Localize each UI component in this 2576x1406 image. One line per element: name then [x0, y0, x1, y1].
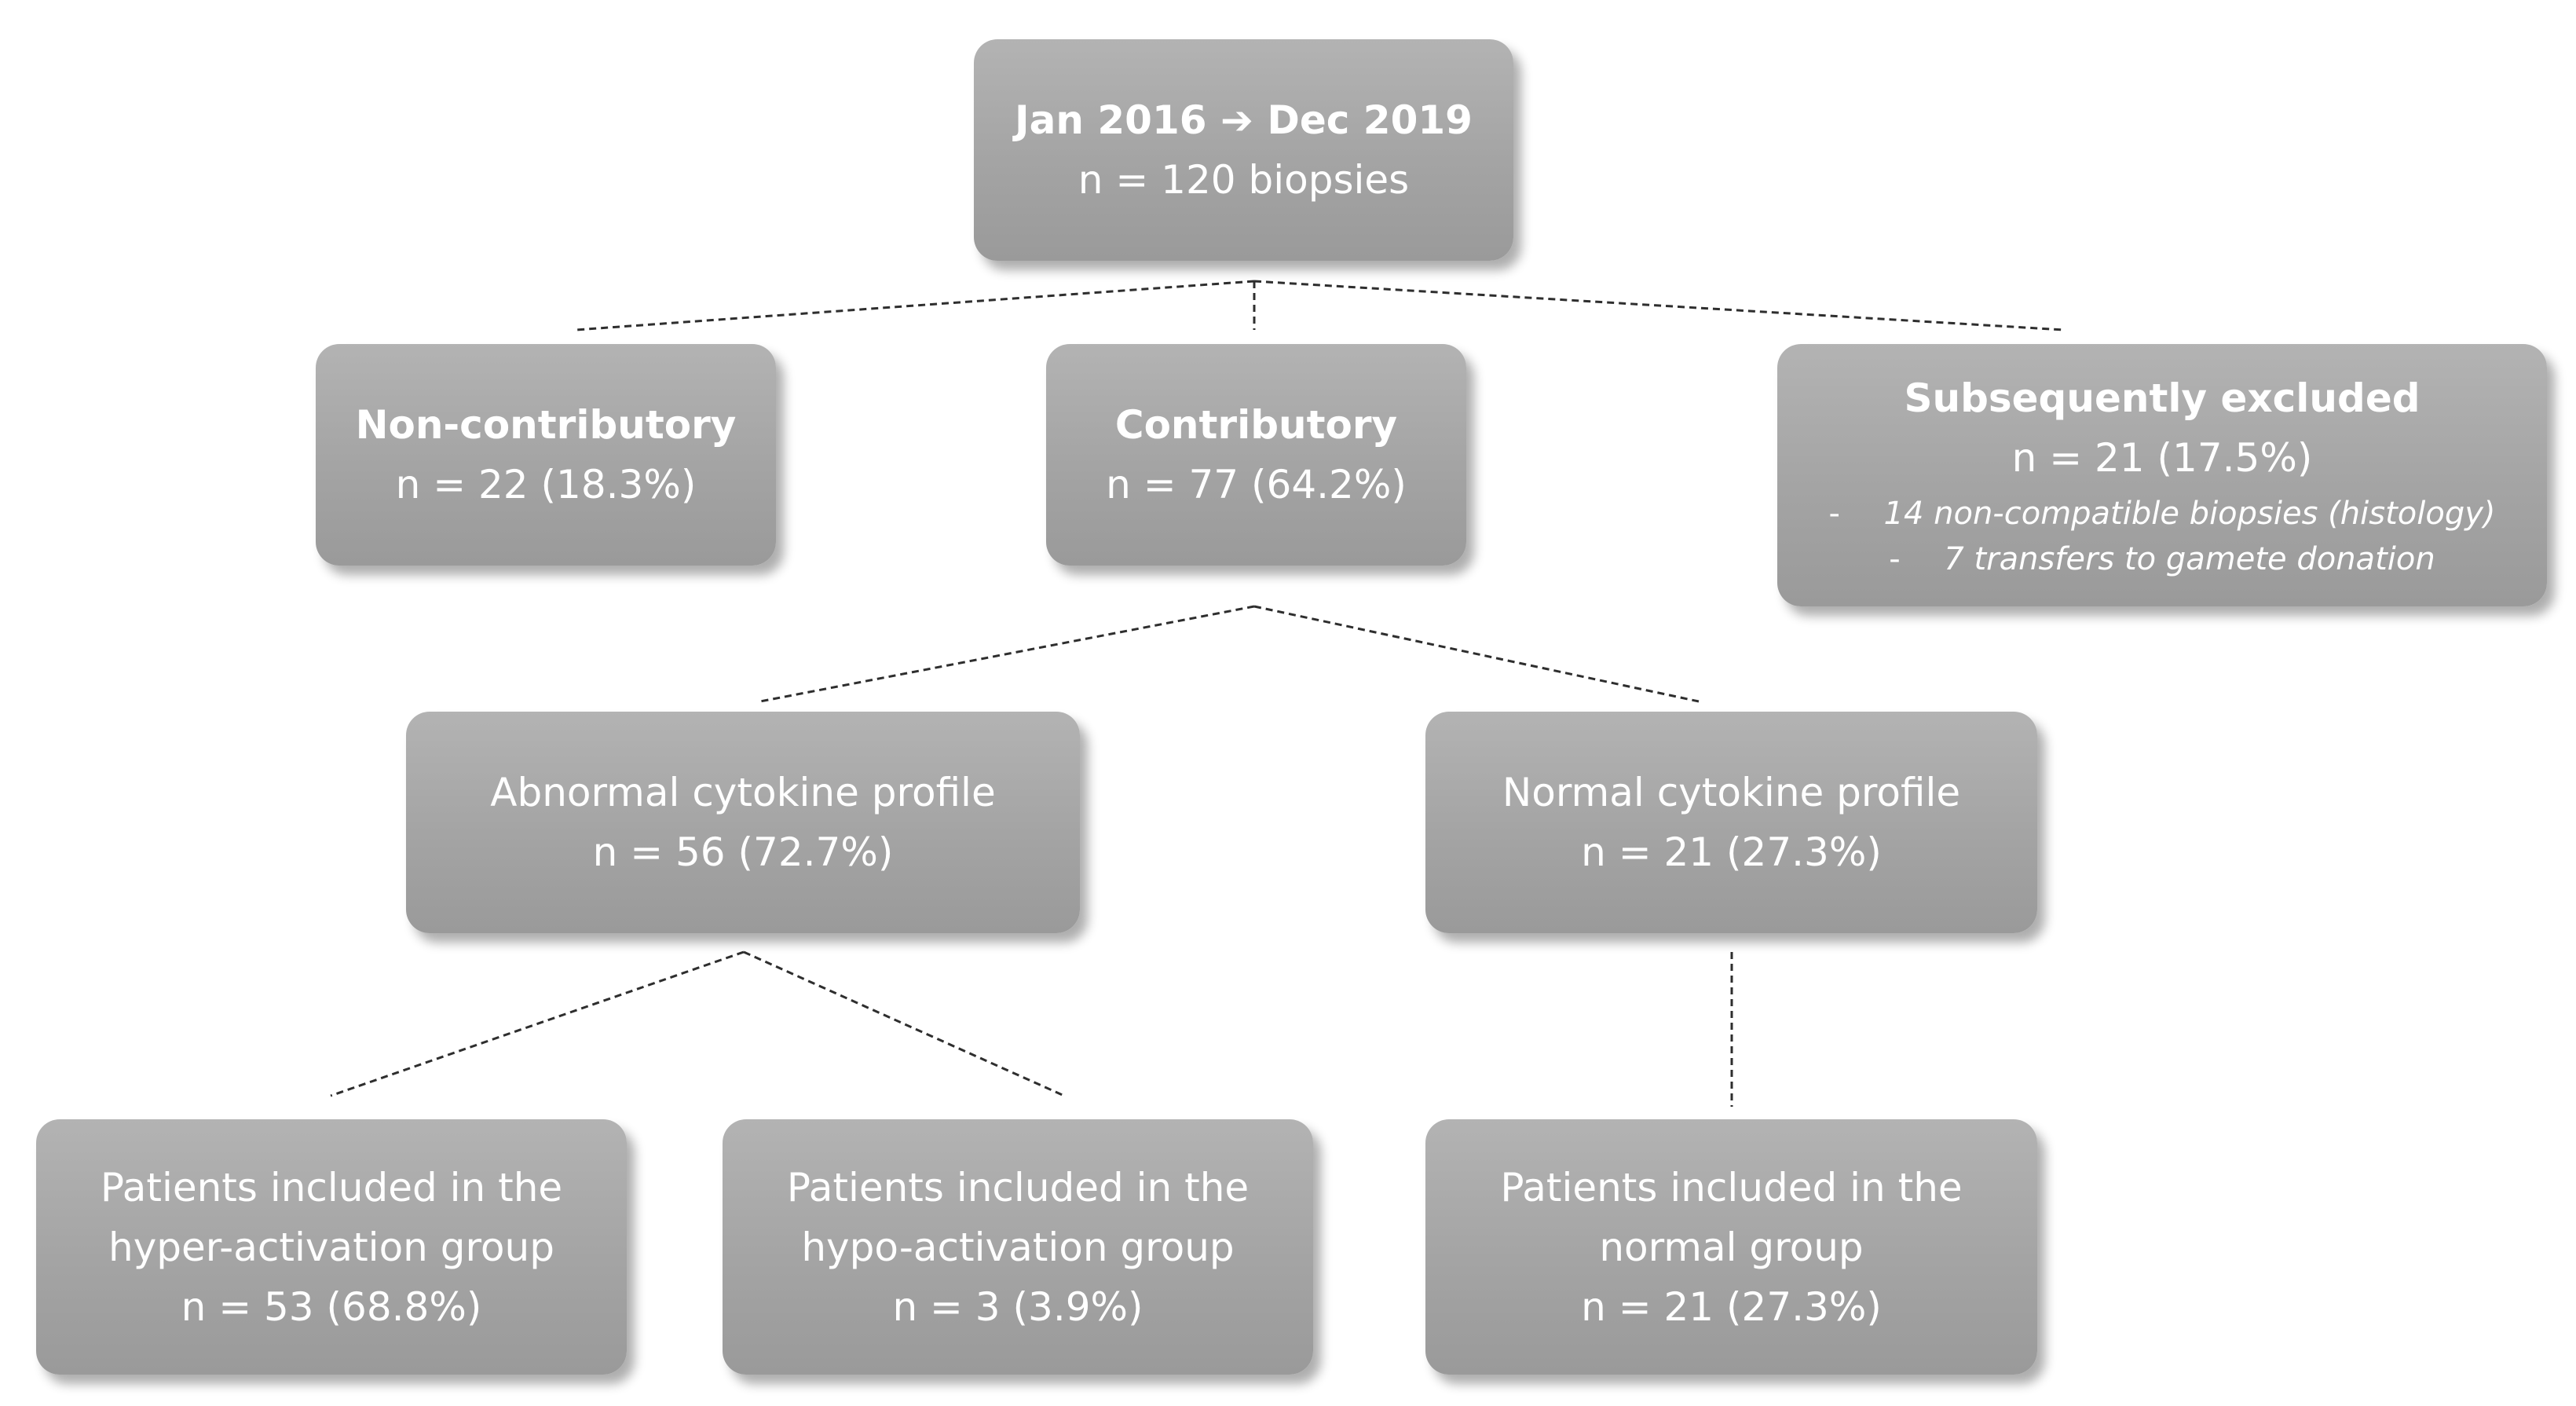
connector-contributory-to-normal — [1253, 605, 1700, 703]
abnormal-profile-count: n = 56 (72.7%) — [592, 829, 894, 875]
hypo-group-line2: hypo-activation group — [801, 1224, 1235, 1270]
excluded-title: Subsequently excluded — [1904, 375, 2420, 421]
node-root: Jan 2016 ➔ Dec 2019 n = 120 biopsies — [974, 39, 1513, 261]
node-normal-cytokine-profile: Normal cytokine profile n = 21 (27.3%) — [1425, 712, 2037, 933]
normal-profile-count: n = 21 (27.3%) — [1581, 829, 1882, 875]
root-title-start: Jan 2016 — [1015, 97, 1207, 143]
node-contributory: Contributory n = 77 (64.2%) — [1046, 344, 1466, 566]
bullet-dash: - — [1828, 496, 1840, 532]
node-hyper-activation-group: Patients included in the hyper-activatio… — [36, 1119, 627, 1375]
hypo-group-line1: Patients included in the — [786, 1164, 1250, 1210]
hypo-group-count: n = 3 (3.9%) — [892, 1283, 1143, 1330]
excluded-reason-item: - 14 non-compatible biopsies (histology) — [1777, 491, 2547, 536]
bullet-dash: - — [1889, 541, 1901, 577]
connector-root-to-non-contributory — [575, 280, 1255, 331]
root-count: n = 120 biopsies — [1078, 157, 1410, 203]
normal-profile-title: Normal cytokine profile — [1502, 770, 1961, 815]
normal-group-line2: normal group — [1599, 1224, 1864, 1270]
excluded-reason-item: - 7 transfers to gamete donation — [1777, 536, 2547, 582]
node-abnormal-cytokine-profile: Abnormal cytokine profile n = 56 (72.7%) — [406, 712, 1080, 933]
normal-group-line1: Patients included in the — [1500, 1164, 1963, 1210]
contributory-count: n = 77 (64.2%) — [1106, 462, 1407, 507]
root-title: Jan 2016 ➔ Dec 2019 — [1015, 90, 1473, 150]
excluded-reason-text: 7 transfers to gamete donation — [1944, 541, 2435, 577]
root-title-end: Dec 2019 — [1267, 97, 1473, 143]
node-subsequently-excluded: Subsequently excluded n = 21 (17.5%) - 14… — [1777, 344, 2547, 606]
normal-group-count: n = 21 (27.3%) — [1581, 1283, 1882, 1330]
hyper-group-line1: Patients included in the — [100, 1164, 563, 1210]
connector-abnormal-to-hypo — [743, 950, 1065, 1097]
connector-abnormal-to-hyper — [330, 950, 745, 1097]
node-hypo-activation-group: Patients included in the hypo-activation… — [723, 1119, 1313, 1375]
abnormal-profile-title: Abnormal cytokine profile — [490, 770, 996, 815]
arrow-right-icon: ➔ — [1220, 97, 1253, 143]
non-contributory-count: n = 22 (18.3%) — [395, 462, 697, 507]
node-non-contributory: Non-contributory n = 22 (18.3%) — [316, 344, 776, 566]
hyper-group-line2: hyper-activation group — [108, 1224, 554, 1270]
non-contributory-title: Non-contributory — [355, 402, 737, 448]
excluded-reason-text: 14 non-compatible biopsies (histology) — [1883, 496, 2496, 532]
node-normal-group: Patients included in the normal group n … — [1425, 1119, 2037, 1375]
hyper-group-count: n = 53 (68.8%) — [181, 1283, 482, 1330]
connector-root-to-excluded — [1253, 280, 2065, 331]
contributory-title: Contributory — [1114, 402, 1398, 448]
excluded-count: n = 21 (17.5%) — [2011, 435, 2313, 481]
excluded-reasons-list: -14 non-compatible biopsies (histology) … — [1777, 491, 2547, 582]
connector-contributory-to-abnormal — [759, 605, 1255, 703]
